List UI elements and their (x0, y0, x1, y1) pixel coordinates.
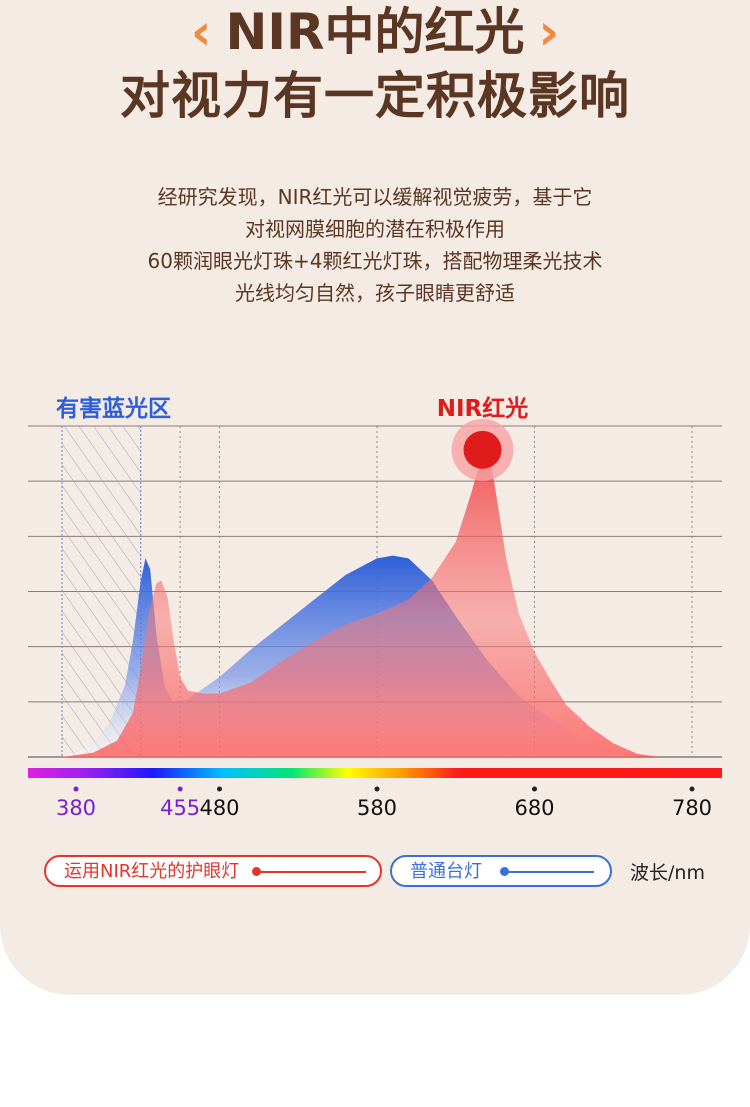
spectrum-bar (28, 768, 722, 778)
x-tick-mark (177, 786, 183, 792)
spectrum-chart: 有害蓝光区 NIR红光 380 455 480 580 680 780 (28, 395, 722, 820)
x-tick-label: 780 (672, 796, 712, 820)
content-card: ‹ NIR中的红光 › 对视力有一定积极影响 经研究发现，NIR红光可以缓解视觉疲劳… (0, 0, 750, 995)
harmful-blue-zone-label: 有害蓝光区 (56, 395, 171, 422)
chevron-left-icon: ‹ (190, 3, 212, 61)
x-axis-unit-label: 波长/nm (630, 862, 705, 884)
x-tick-label: 580 (357, 796, 397, 820)
legend-line-icon (258, 871, 366, 873)
legend-item-normal-lamp: 普通台灯 (390, 855, 612, 887)
series-layer (62, 450, 692, 757)
legend-line-icon (506, 871, 594, 873)
x-tick-mark (217, 786, 222, 792)
legend-dot-icon (500, 867, 509, 876)
x-tick-mark (532, 786, 537, 792)
x-tick-label: 480 (199, 796, 239, 820)
legend-item-nir-lamp: 运用NIR红光的护眼灯 (44, 855, 382, 887)
description: 经研究发现，NIR红光可以缓解视觉疲劳，基于它 对视网膜细胞的潜在积极作用 60… (0, 181, 750, 309)
legend-label-normal-lamp: 普通台灯 (410, 861, 482, 882)
series-nir-lamp-area (62, 450, 692, 757)
description-line-4: 光线均匀自然，孩子眼睛更舒适 (235, 281, 515, 305)
x-tick-mark (73, 786, 79, 792)
x-tick-label: 455 (160, 796, 200, 820)
nir-red-light-label: NIR红光 (437, 395, 529, 422)
description-line-3: 60颗润眼光灯珠+4颗红光灯珠，搭配物理柔光技术 (147, 249, 603, 273)
x-axis: 380 455 480 580 680 780 (28, 768, 722, 820)
annotation-layer: NIR红光 (437, 395, 529, 481)
x-tick-label: 680 (514, 796, 554, 820)
x-tick-mark (689, 786, 695, 792)
chevron-right-icon: › (538, 3, 560, 61)
legend-dot-icon (252, 867, 261, 876)
headline-line1-text: NIR中的红光 (225, 3, 525, 61)
nir-peak-marker (463, 430, 502, 469)
description-line-1: 经研究发现，NIR红光可以缓解视觉疲劳，基于它 (157, 185, 593, 209)
headline-line2: 对视力有一定积极影响 (120, 67, 630, 125)
headline-line1: ‹ NIR中的红光 › (0, 2, 750, 62)
x-tick-label: 380 (56, 796, 96, 820)
description-line-2: 对视网膜细胞的潜在积极作用 (245, 217, 505, 241)
x-tick-mark (374, 786, 380, 792)
legend-label-nir-lamp: 运用NIR红光的护眼灯 (64, 861, 240, 882)
